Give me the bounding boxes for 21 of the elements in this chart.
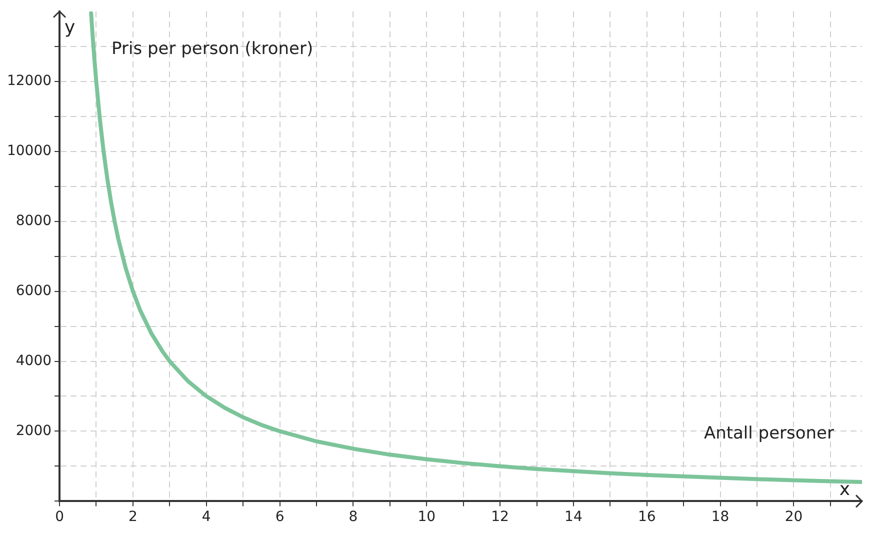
x-tick-label: 12 — [491, 509, 509, 526]
x-tick-label: 18 — [711, 509, 730, 526]
y-tick-label: 2000 — [16, 422, 52, 439]
x-tick-label: 6 — [275, 509, 284, 526]
annotation: Pris per person (kroner) — [112, 38, 314, 59]
y-tick-label: 4000 — [16, 352, 52, 369]
x-tick-label: 2 — [128, 509, 138, 526]
x-tick-label: 14 — [564, 509, 582, 526]
x-tick-label: 8 — [348, 509, 358, 526]
y-tick-label: 8000 — [16, 212, 52, 229]
y-tick-label: 6000 — [16, 282, 52, 299]
x-tick-label: 10 — [418, 509, 436, 526]
x-tick-label: 0 — [55, 509, 64, 526]
y-axis-title: y — [64, 17, 76, 38]
x-tick-label: 16 — [638, 509, 656, 526]
y-tick-label: 10000 — [6, 142, 52, 159]
y-tick-label: 12000 — [6, 73, 52, 90]
x-tick-label: 20 — [784, 509, 803, 526]
x-tick-label: 4 — [202, 509, 211, 526]
x-axis-title: x — [839, 478, 850, 500]
annotation: Antall personer — [704, 424, 834, 444]
